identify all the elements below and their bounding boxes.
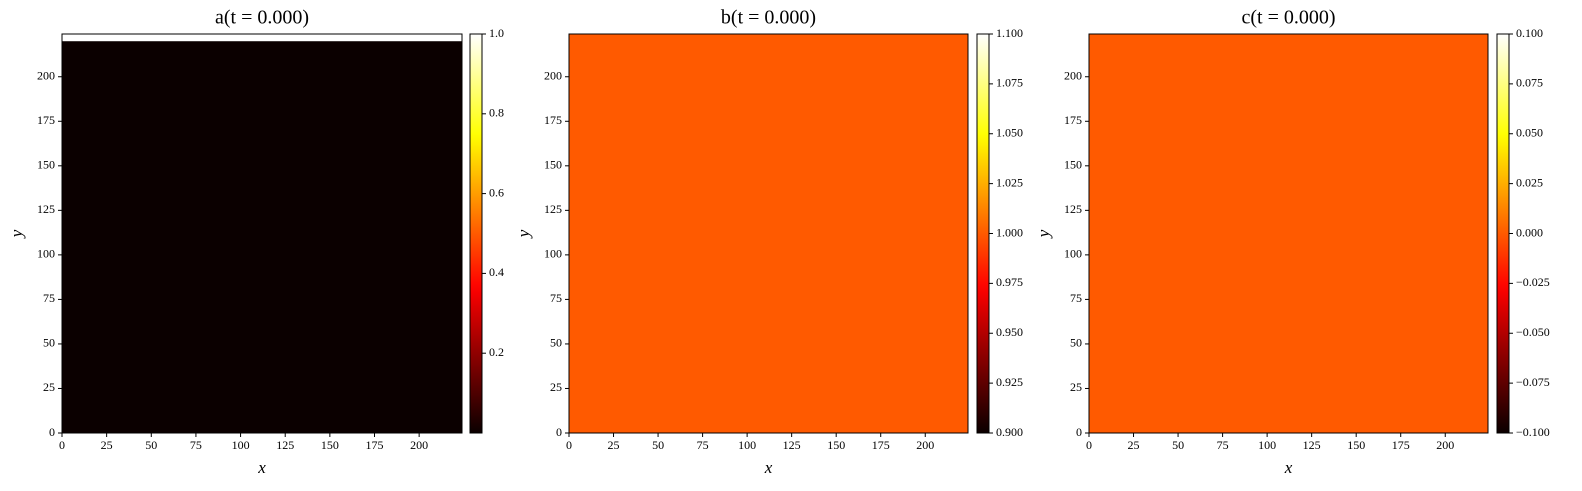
y-tick-label: 75 <box>43 291 55 305</box>
y-tick-label: 175 <box>1064 113 1082 127</box>
x-tick-label: 100 <box>738 438 756 452</box>
chart-title: a(t = 0.000) <box>215 7 309 29</box>
x-tick-label: 75 <box>190 438 202 452</box>
colorbar-tick-label: 1.050 <box>996 126 1023 140</box>
x-tick-label: 150 <box>1347 438 1365 452</box>
colorbar-tick-label: −0.025 <box>1516 275 1550 289</box>
colorbar-tick-label: 1.100 <box>996 26 1023 40</box>
x-tick-label: 0 <box>59 438 65 452</box>
colorbar-tick-label: 1.075 <box>996 76 1023 90</box>
colorbar-tick-label: 0.4 <box>489 265 504 279</box>
y-tick-label: 150 <box>1064 158 1082 172</box>
colorbar-tick-label: 0.050 <box>1516 126 1543 140</box>
chart-title: b(t = 0.000) <box>721 7 816 29</box>
colorbar-tick-label: 0.925 <box>996 375 1023 389</box>
x-tick-label: 0 <box>566 438 572 452</box>
x-tick-label: 150 <box>321 438 339 452</box>
x-tick-label: 125 <box>276 438 294 452</box>
colorbar-tick-label: 0.950 <box>996 325 1023 339</box>
y-tick-label: 0 <box>1076 425 1082 439</box>
colorbar-tick-label: 0.975 <box>996 275 1023 289</box>
y-tick-label: 100 <box>1064 247 1082 261</box>
y-tick-label: 175 <box>544 113 562 127</box>
x-tick-label: 200 <box>916 438 934 452</box>
y-axis-label: y <box>7 229 26 239</box>
colorbar-tick-label: 0.075 <box>1516 76 1543 90</box>
y-tick-label: 200 <box>37 69 55 83</box>
x-axis-label: x <box>1284 458 1293 477</box>
colorbar-tick-label: −0.100 <box>1516 425 1550 439</box>
y-axis-label: y <box>514 229 533 239</box>
colorbar-tick-label: 1.000 <box>996 225 1023 239</box>
heatmap-cell <box>569 34 968 433</box>
y-tick-label: 0 <box>556 425 562 439</box>
y-tick-label: 100 <box>37 247 55 261</box>
x-tick-label: 25 <box>1128 438 1140 452</box>
x-tick-label: 50 <box>652 438 664 452</box>
x-tick-label: 100 <box>1258 438 1276 452</box>
y-tick-label: 200 <box>544 69 562 83</box>
colorbar-tick-label: 0.8 <box>489 106 504 120</box>
y-tick-label: 50 <box>550 336 562 350</box>
y-tick-label: 25 <box>1070 380 1082 394</box>
colorbar-tick-label: 0.2 <box>489 345 504 359</box>
x-axis-label: x <box>257 458 266 477</box>
heatmap-cell <box>62 41 462 433</box>
y-tick-label: 125 <box>37 202 55 216</box>
x-tick-label: 175 <box>1392 438 1410 452</box>
y-tick-label: 50 <box>1070 336 1082 350</box>
x-tick-label: 150 <box>827 438 845 452</box>
colorbar-tick-label: 0.000 <box>1516 225 1543 239</box>
y-tick-label: 25 <box>43 380 55 394</box>
x-tick-label: 175 <box>366 438 384 452</box>
colorbar-tick-label: 1.0 <box>489 26 504 40</box>
chart-title: c(t = 0.000) <box>1241 7 1335 29</box>
y-axis-label: y <box>1034 229 1053 239</box>
colorbar-tick-label: 0.100 <box>1516 26 1543 40</box>
x-tick-label: 100 <box>232 438 250 452</box>
heatmap-cell <box>1089 34 1488 433</box>
axes-frame <box>1088 33 1489 434</box>
axes-frame <box>61 33 463 434</box>
x-tick-label: 0 <box>1086 438 1092 452</box>
x-tick-label: 50 <box>145 438 157 452</box>
y-tick-label: 175 <box>37 113 55 127</box>
colorbar-tick-label: −0.050 <box>1516 325 1550 339</box>
y-tick-label: 125 <box>544 202 562 216</box>
y-tick-label: 75 <box>550 291 562 305</box>
colorbar-tick-label: 0.025 <box>1516 175 1543 189</box>
heatmap-cell <box>62 34 462 42</box>
y-tick-label: 75 <box>1070 291 1082 305</box>
x-axis-label: x <box>764 458 773 477</box>
y-tick-label: 200 <box>1064 69 1082 83</box>
x-tick-label: 175 <box>872 438 890 452</box>
x-tick-label: 75 <box>697 438 709 452</box>
colorbar <box>976 33 990 434</box>
x-tick-label: 125 <box>783 438 801 452</box>
y-tick-label: 125 <box>1064 202 1082 216</box>
y-tick-label: 0 <box>49 425 55 439</box>
x-tick-label: 200 <box>1436 438 1454 452</box>
colorbar <box>1496 33 1510 434</box>
x-tick-label: 200 <box>410 438 428 452</box>
x-tick-label: 75 <box>1217 438 1229 452</box>
x-tick-label: 25 <box>608 438 620 452</box>
y-tick-label: 150 <box>544 158 562 172</box>
colorbar <box>469 33 483 434</box>
y-tick-label: 100 <box>544 247 562 261</box>
colorbar-tick-label: 1.025 <box>996 175 1023 189</box>
x-tick-label: 50 <box>1172 438 1184 452</box>
y-tick-label: 150 <box>37 158 55 172</box>
y-tick-label: 25 <box>550 380 562 394</box>
x-tick-label: 125 <box>1303 438 1321 452</box>
y-tick-label: 50 <box>43 336 55 350</box>
colorbar-tick-label: −0.075 <box>1516 375 1550 389</box>
x-tick-label: 25 <box>101 438 113 452</box>
colorbar-tick-label: 0.6 <box>489 185 504 199</box>
colorbar-tick-label: 0.900 <box>996 425 1023 439</box>
axes-frame <box>568 33 969 434</box>
